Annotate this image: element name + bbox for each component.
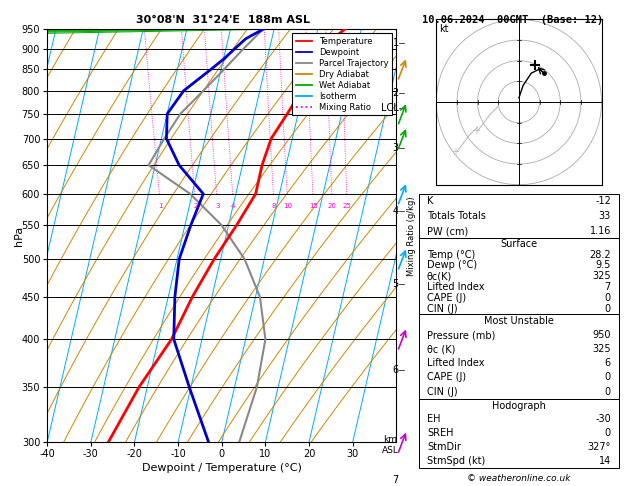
Text: 0: 0 [605,386,611,397]
Text: Pressure (mb): Pressure (mb) [427,330,495,340]
Text: PW (cm): PW (cm) [427,226,468,236]
Text: 327°: 327° [587,442,611,452]
Text: Mixing Ratio (g/kg): Mixing Ratio (g/kg) [408,196,416,276]
Text: 28.2: 28.2 [589,250,611,260]
Text: Temp (°C): Temp (°C) [427,250,475,260]
Text: 10: 10 [283,203,292,209]
Text: 1: 1 [158,203,162,209]
Text: © weatheronline.co.uk: © weatheronline.co.uk [467,474,571,483]
Bar [419,194,619,239]
Text: 25: 25 [343,203,352,209]
Text: 325: 325 [593,344,611,354]
Text: 7: 7 [392,475,399,485]
Text: 0: 0 [605,372,611,382]
Text: 20: 20 [328,203,337,209]
Text: 1: 1 [392,37,399,48]
Text: 6: 6 [392,365,399,375]
Text: SREH: SREH [427,428,454,438]
Text: 3: 3 [215,203,220,209]
Text: CIN (J): CIN (J) [427,386,457,397]
Text: Dewp (°C): Dewp (°C) [427,260,477,270]
X-axis label: Dewpoint / Temperature (°C): Dewpoint / Temperature (°C) [142,463,302,473]
Text: km
ASL: km ASL [382,435,399,455]
Text: 0: 0 [605,293,611,303]
Bar [419,399,619,468]
Text: 0: 0 [605,304,611,313]
Bar [419,314,619,399]
Text: CIN (J): CIN (J) [427,304,457,313]
Text: hPa: hPa [14,226,25,246]
Text: 2: 2 [392,88,399,98]
Text: +: + [472,126,479,136]
Text: Totals Totals: Totals Totals [427,211,486,221]
Text: Hodograph: Hodograph [492,400,546,411]
Text: Most Unstable: Most Unstable [484,316,554,326]
Bar [419,239,619,314]
Text: θᴄ(K): θᴄ(K) [427,271,452,281]
Text: -30: -30 [595,415,611,424]
Text: kt: kt [440,24,449,35]
Text: CAPE (J): CAPE (J) [427,372,466,382]
Text: 7: 7 [604,282,611,292]
Text: CAPE (J): CAPE (J) [427,293,466,303]
Text: 1.16: 1.16 [589,226,611,236]
Text: 6: 6 [605,358,611,368]
Text: 3: 3 [392,143,399,154]
Text: +: + [451,147,459,156]
Text: 8: 8 [272,203,276,209]
Text: 33: 33 [599,211,611,221]
Text: 0: 0 [605,428,611,438]
Text: EH: EH [427,415,440,424]
Text: K: K [427,196,433,207]
Text: LCL: LCL [381,103,399,113]
Text: Lifted Index: Lifted Index [427,358,484,368]
Text: θᴄ (K): θᴄ (K) [427,344,455,354]
Text: 14: 14 [599,456,611,466]
Text: 30°08'N  31°24'E  188m ASL: 30°08'N 31°24'E 188m ASL [136,15,310,25]
Text: 4: 4 [392,206,399,216]
Text: Surface: Surface [500,239,538,249]
Text: 2: 2 [193,203,198,209]
Legend: Temperature, Dewpoint, Parcel Trajectory, Dry Adiabat, Wet Adiabat, Isotherm, Mi: Temperature, Dewpoint, Parcel Trajectory… [292,34,392,116]
Text: -12: -12 [595,196,611,207]
Text: 15: 15 [309,203,318,209]
Text: Lifted Index: Lifted Index [427,282,484,292]
Text: 325: 325 [593,271,611,281]
Text: 5: 5 [392,278,399,289]
Text: StmSpd (kt): StmSpd (kt) [427,456,485,466]
Text: StmDir: StmDir [427,442,461,452]
Text: 950: 950 [593,330,611,340]
Text: 9.5: 9.5 [596,260,611,270]
Text: 10.06.2024  00GMT  (Base: 12): 10.06.2024 00GMT (Base: 12) [422,15,603,25]
Text: 4: 4 [231,203,235,209]
